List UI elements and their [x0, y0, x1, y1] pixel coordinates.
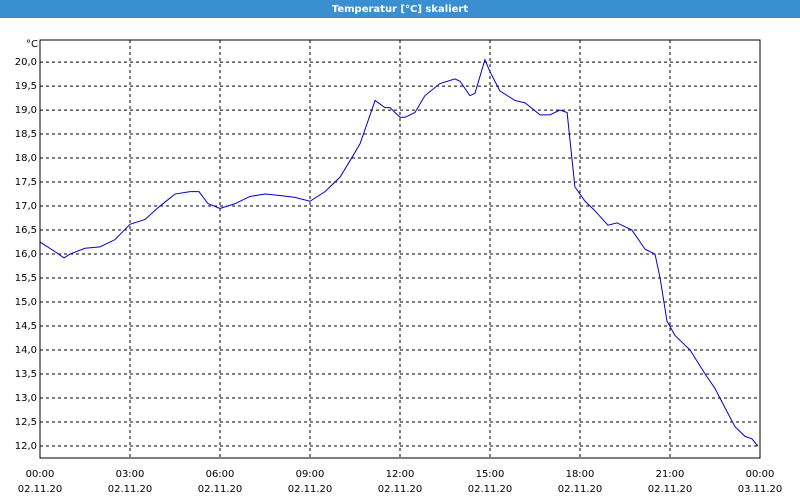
window-title: Temperatur [°C] skaliert	[332, 4, 469, 15]
y-tick-label: 18,5	[15, 129, 37, 140]
y-tick-label: 20,0	[15, 57, 37, 68]
y-tick-label: 14,5	[15, 321, 37, 332]
x-tick-date: 02.11.20	[198, 484, 243, 495]
y-tick-label: 13,5	[15, 369, 37, 380]
y-tick-label: 16,0	[15, 249, 37, 260]
x-tick-label: 12:00	[386, 469, 415, 480]
y-tick-label: 18,0	[15, 153, 37, 164]
y-tick-label: 13,0	[15, 393, 37, 404]
y-tick-label: 19,0	[15, 105, 37, 116]
y-tick-label: 15,0	[15, 297, 37, 308]
x-tick-label: 03:00	[116, 469, 145, 480]
y-tick-label: 12,0	[15, 441, 37, 452]
x-tick-label: 15:00	[476, 469, 505, 480]
x-tick-date: 02.11.20	[18, 484, 63, 495]
y-tick-label: 17,5	[15, 177, 37, 188]
x-tick-label: 00:00	[746, 469, 775, 480]
y-tick-label: 19,5	[15, 81, 37, 92]
y-tick-label: 14,0	[15, 345, 37, 356]
x-tick-label: 09:00	[296, 469, 325, 480]
y-tick-label: 15,5	[15, 273, 37, 284]
data-line	[39, 58, 759, 447]
y-tick-label: 12,5	[15, 417, 37, 428]
x-tick-date: 02.11.20	[108, 484, 153, 495]
y-tick-label: 16,5	[15, 225, 37, 236]
x-tick-date: 02.11.20	[558, 484, 603, 495]
x-tick-label: 06:00	[206, 469, 235, 480]
x-tick-date: 02.11.20	[648, 484, 693, 495]
y-unit: °C	[26, 39, 38, 50]
y-tick-label: 17,0	[15, 201, 37, 212]
x-tick-date: 02.11.20	[468, 484, 513, 495]
x-tick-label: 18:00	[566, 469, 595, 480]
x-tick-date: 02.11.20	[378, 484, 423, 495]
x-tick-date: 02.11.20	[288, 484, 333, 495]
x-tick-date: 03.11.20	[738, 484, 783, 495]
title-bar	[0, 0, 800, 18]
x-tick-label: 21:00	[656, 469, 685, 480]
x-tick-label: 00:00	[26, 469, 55, 480]
